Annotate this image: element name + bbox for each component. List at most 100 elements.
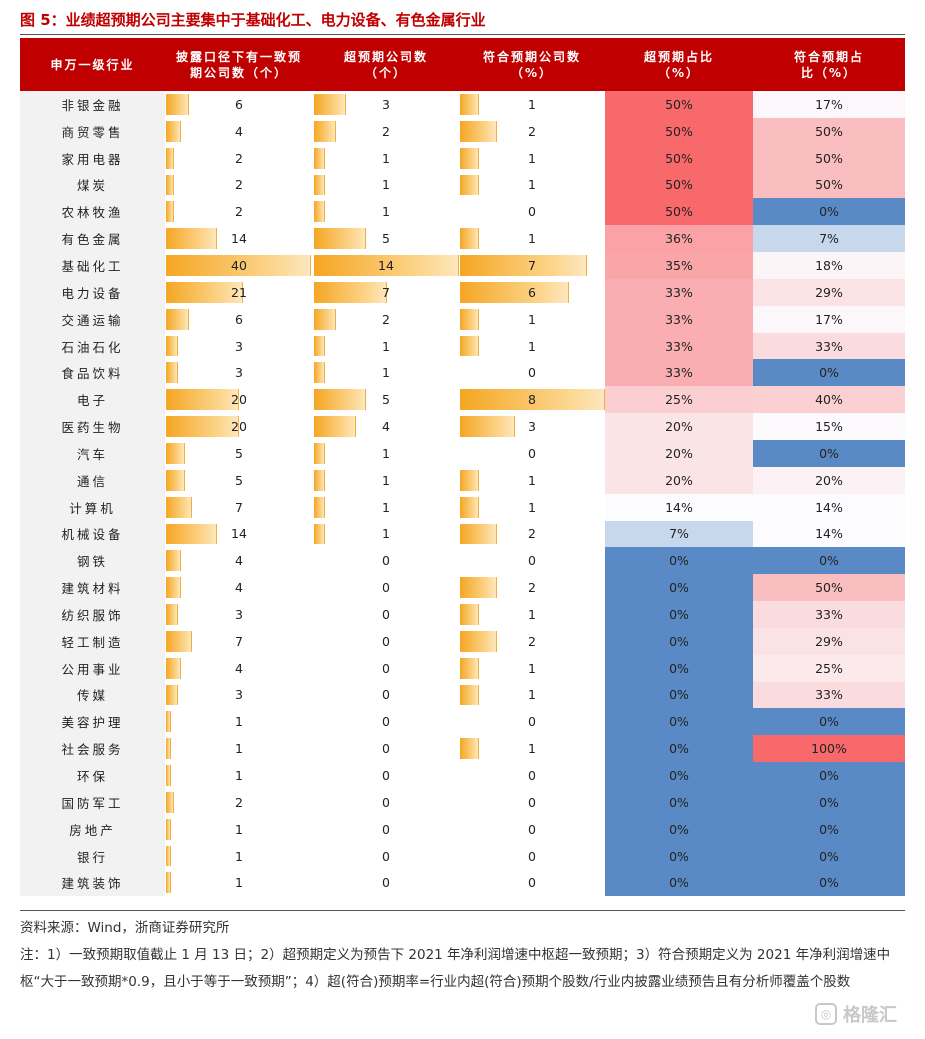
meet-value: 0 — [528, 204, 536, 220]
beat-cell: 0 — [313, 788, 459, 816]
beat-bar — [314, 281, 387, 303]
table-row: 国防军工 2 0 0 0% 0% — [20, 788, 905, 816]
beat-value: 1 — [382, 445, 390, 461]
table-row: 纺织服饰 3 0 1 0% 33% — [20, 601, 905, 628]
industry-name: 通信 — [20, 466, 165, 494]
table-row: 机械设备 14 1 2 7% 14% — [20, 520, 905, 548]
disclosed-cell: 2 — [165, 144, 313, 172]
table-row: 石油石化 3 1 1 33% 33% — [20, 332, 905, 360]
note-text: 注：1）一致预期取值截止 1 月 13 日；2）超预期定义为预告下 2021 年… — [20, 947, 891, 990]
table-row: 建筑材料 4 0 2 0% 50% — [20, 574, 905, 602]
meet-cell: 8 — [459, 386, 605, 414]
disclosed-value: 3 — [235, 338, 243, 354]
meet-cell: 2 — [459, 520, 605, 548]
beat-cell: 1 — [313, 520, 459, 548]
meet-value: 1 — [528, 150, 536, 166]
table-row: 环保 1 0 0 0% 0% — [20, 762, 905, 789]
industry-name: 公用事业 — [20, 654, 165, 682]
beat-pct-cell: 0% — [605, 815, 753, 843]
table-row: 房地产 1 0 0 0% 0% — [20, 815, 905, 843]
table-header-row: 申万一级行业 披露口径下有一致预期公司数（个） 超预期公司数（个） 符合预期公司… — [20, 38, 905, 91]
meet-bar — [460, 630, 497, 652]
disclosed-bar — [166, 442, 185, 464]
disclosed-bar — [166, 147, 174, 169]
meet-pct-cell: 0% — [753, 439, 905, 467]
meet-value: 0 — [528, 794, 536, 810]
disclosed-value: 3 — [235, 365, 243, 381]
meet-pct-cell: 50% — [753, 574, 905, 602]
meet-bar — [460, 147, 479, 169]
disclosed-bar — [166, 120, 181, 142]
meet-pct-cell: 7% — [753, 225, 905, 253]
beat-value: 0 — [382, 606, 390, 622]
disclosed-value: 2 — [235, 150, 243, 166]
meet-bar — [460, 94, 479, 115]
meet-cell: 1 — [459, 225, 605, 253]
beat-value: 0 — [382, 821, 390, 837]
meet-bar — [460, 496, 479, 518]
meet-bar — [460, 389, 605, 411]
beat-value: 2 — [382, 123, 390, 139]
table-row: 建筑装饰 1 0 0 0% 0% — [20, 869, 905, 897]
disclosed-bar — [166, 791, 174, 813]
meet-value: 1 — [528, 606, 536, 622]
disclosed-bar — [166, 335, 178, 357]
disclosed-value: 6 — [235, 96, 243, 112]
beat-value: 0 — [382, 553, 390, 569]
industry-name: 电子 — [20, 386, 165, 414]
disclosed-bar — [166, 94, 189, 115]
disclosed-value: 4 — [235, 123, 243, 139]
gelonghui-logo-icon: ◎ — [815, 1003, 837, 1025]
watermark: ◎ 格隆汇 — [815, 1001, 897, 1027]
beat-pct-cell: 0% — [605, 788, 753, 816]
disclosed-value: 4 — [235, 553, 243, 569]
meet-bar — [460, 308, 479, 330]
beat-cell: 0 — [313, 869, 459, 897]
meet-value: 1 — [528, 472, 536, 488]
industry-name: 美容护理 — [20, 708, 165, 736]
meet-pct-cell: 50% — [753, 171, 905, 199]
meet-value: 0 — [528, 821, 536, 837]
disclosed-bar — [166, 657, 181, 679]
disclosed-value: 3 — [235, 606, 243, 622]
disclosed-value: 7 — [235, 499, 243, 515]
beat-value: 4 — [382, 419, 390, 435]
industry-name: 钢铁 — [20, 547, 165, 575]
meet-value: 2 — [528, 580, 536, 596]
meet-bar — [460, 228, 479, 250]
disclosed-bar — [166, 765, 171, 786]
disclosed-cell: 2 — [165, 171, 313, 199]
meet-cell: 1 — [459, 493, 605, 521]
beat-pct-cell: 35% — [605, 252, 753, 279]
beat-bar — [314, 496, 325, 518]
disclosed-value: 7 — [235, 633, 243, 649]
disclosed-bar — [166, 228, 217, 250]
table-row: 电力设备 21 7 6 33% 29% — [20, 278, 905, 306]
beat-cell: 1 — [313, 171, 459, 199]
meet-value: 0 — [528, 848, 536, 864]
beat-bar — [314, 174, 325, 196]
meet-cell: 1 — [459, 305, 605, 333]
disclosed-cell: 1 — [165, 708, 313, 736]
beat-pct-cell: 50% — [605, 171, 753, 199]
beat-value: 0 — [382, 633, 390, 649]
beat-value: 1 — [382, 499, 390, 515]
meet-pct-cell: 50% — [753, 117, 905, 145]
header-disclosed: 披露口径下有一致预期公司数（个） — [165, 38, 313, 91]
disclosed-cell: 14 — [165, 225, 313, 253]
beat-value: 0 — [382, 660, 390, 676]
meet-cell: 3 — [459, 413, 605, 440]
meet-value: 1 — [528, 499, 536, 515]
meet-pct-cell: 0% — [753, 359, 905, 387]
disclosed-bar — [166, 738, 171, 760]
disclosed-cell: 1 — [165, 869, 313, 897]
beat-pct-cell: 0% — [605, 574, 753, 602]
meet-value: 1 — [528, 96, 536, 112]
disclosed-bar — [166, 201, 174, 223]
industry-name: 银行 — [20, 842, 165, 870]
disclosed-value: 1 — [235, 848, 243, 864]
meet-pct-cell: 29% — [753, 278, 905, 306]
table-row: 医药生物 20 4 3 20% 15% — [20, 413, 905, 440]
disclosed-bar — [166, 389, 239, 411]
disclosed-cell: 5 — [165, 439, 313, 467]
